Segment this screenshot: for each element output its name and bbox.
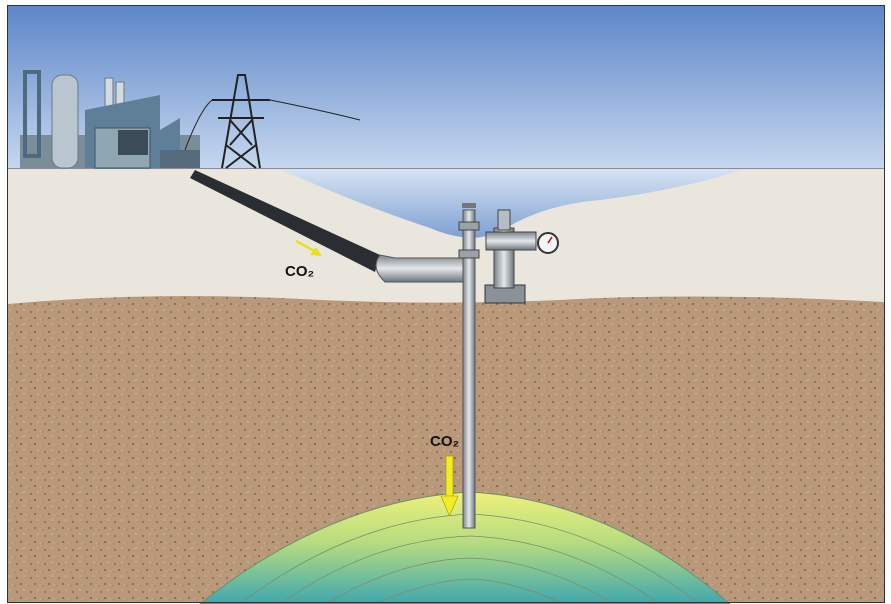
wellhead bbox=[484, 209, 559, 304]
surface-layer bbox=[8, 168, 884, 304]
flow-arrow bbox=[295, 239, 322, 256]
valve-flange bbox=[458, 249, 480, 259]
pylon bbox=[184, 74, 361, 169]
valley bbox=[280, 169, 745, 238]
injection-arrow bbox=[440, 455, 459, 517]
well-pipe bbox=[462, 209, 476, 529]
co2-label: CO₂ bbox=[430, 433, 459, 450]
frame bbox=[7, 5, 885, 603]
co2-label: CO₂ bbox=[285, 263, 314, 280]
pipeline bbox=[190, 170, 380, 272]
valve-handle bbox=[462, 203, 476, 208]
pipe-elbow bbox=[375, 254, 471, 283]
power-plant bbox=[20, 70, 200, 169]
valve-flange bbox=[458, 221, 480, 231]
